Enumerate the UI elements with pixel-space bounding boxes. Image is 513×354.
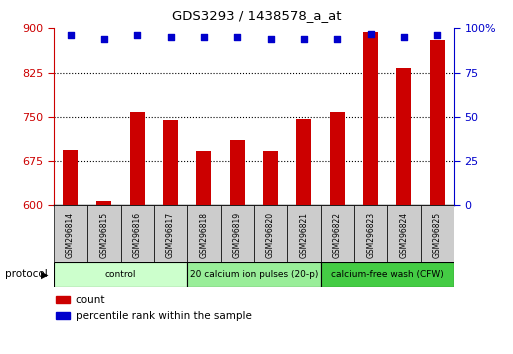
Point [133,33,141,38]
Text: GSM296820: GSM296820 [266,212,275,258]
Bar [154,205,187,262]
Bar [87,205,121,262]
Bar [221,205,254,262]
Text: calcium-free wash (CFW): calcium-free wash (CFW) [331,270,444,279]
Bar [263,151,278,205]
Text: count: count [76,295,105,305]
Point [400,34,408,40]
Bar [163,120,178,205]
Bar [121,205,154,262]
Bar [287,205,321,262]
Text: GSM296825: GSM296825 [433,212,442,258]
Text: GSM296815: GSM296815 [100,212,108,258]
Bar [363,33,378,205]
Point [300,36,308,42]
Text: GSM296814: GSM296814 [66,212,75,258]
Point [100,36,108,42]
Text: GSM296818: GSM296818 [200,212,208,258]
Bar [397,68,411,205]
Text: ▶: ▶ [41,269,49,279]
Text: GSM296824: GSM296824 [400,212,408,258]
Text: GSM296816: GSM296816 [133,212,142,258]
Text: protocol: protocol [5,269,48,279]
Bar [56,297,70,303]
Bar [321,205,354,262]
Bar [254,205,287,262]
Text: GSM296822: GSM296822 [333,212,342,258]
Bar [321,262,454,287]
Point [333,36,341,42]
Bar [387,205,421,262]
Text: GSM296823: GSM296823 [366,212,375,258]
Point [233,34,241,40]
Text: GDS3293 / 1438578_a_at: GDS3293 / 1438578_a_at [172,9,341,22]
Point [266,36,274,42]
Text: GSM296821: GSM296821 [300,212,308,258]
Bar [56,313,70,319]
Point [66,33,74,38]
Text: GSM296817: GSM296817 [166,212,175,258]
Text: 20 calcium ion pulses (20-p): 20 calcium ion pulses (20-p) [190,270,318,279]
Bar [54,205,87,262]
Point [366,31,374,36]
Bar [187,205,221,262]
Text: control: control [105,270,136,279]
Bar [63,150,78,205]
Bar [330,112,345,205]
Bar [421,205,454,262]
Bar [130,112,145,205]
Point [200,34,208,40]
Bar [187,262,321,287]
Text: GSM296819: GSM296819 [233,212,242,258]
Point [166,34,174,40]
Bar [96,201,111,205]
Bar [354,205,387,262]
Bar [430,40,445,205]
Text: percentile rank within the sample: percentile rank within the sample [76,310,252,321]
Point [433,33,441,38]
Bar [230,141,245,205]
Bar [54,262,187,287]
Bar [297,119,311,205]
Bar [196,151,211,205]
